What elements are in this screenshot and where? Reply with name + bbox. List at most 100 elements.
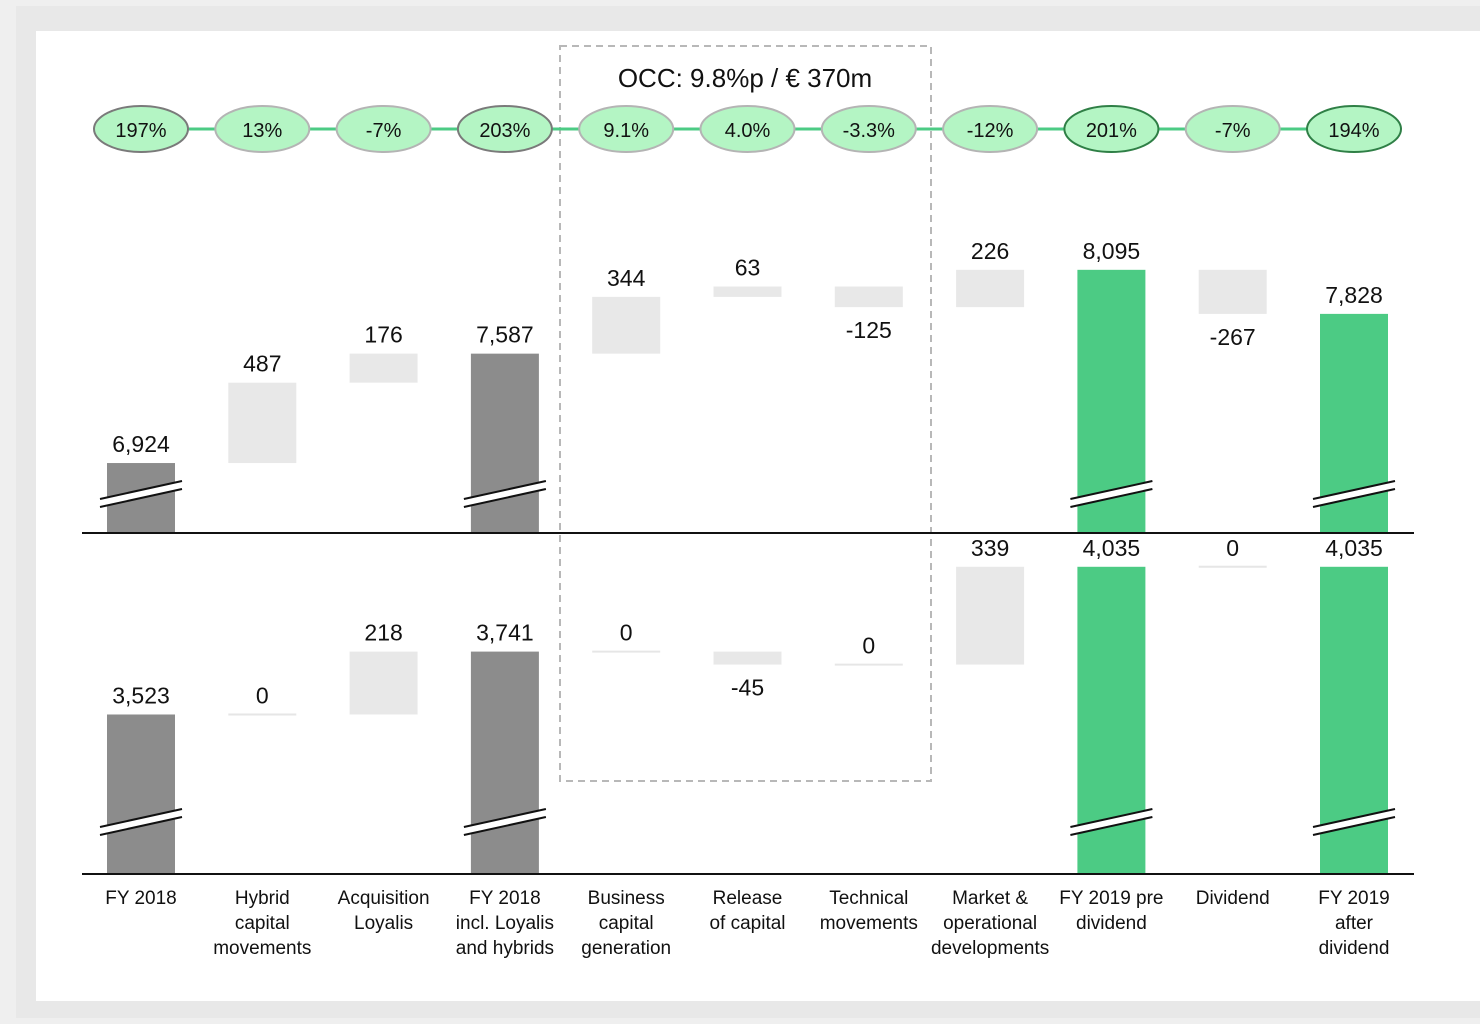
bottom-bar: [107, 714, 175, 874]
top-bar: [470, 353, 539, 533]
top-bar: [956, 269, 1025, 308]
ratio-label: -12%: [967, 120, 1014, 142]
bottom-value-label: 0: [862, 633, 875, 659]
top-value-label: 226: [971, 238, 1009, 264]
ratio-label: -3.3%: [843, 120, 895, 142]
axis-break-line: [99, 816, 183, 836]
category-label: capital: [235, 913, 290, 934]
top-value-label: 7,828: [1325, 282, 1383, 308]
bottom-value-label: 0: [256, 682, 269, 708]
category-label: generation: [581, 938, 671, 959]
bottom-bar: [349, 651, 418, 715]
occ-label: OCC: 9.8%p / € 370m: [618, 63, 872, 93]
category-label: movements: [820, 913, 918, 934]
bottom-value-label: 0: [1226, 535, 1239, 561]
ratio-oval: [1184, 105, 1281, 153]
top-bar: [228, 382, 297, 464]
ratio-label: 9.1%: [603, 120, 649, 142]
bottom-bar: [470, 651, 539, 874]
category-label: FY 2018: [469, 888, 540, 909]
category-label: FY 2019: [1318, 888, 1389, 909]
ratio-label: 201%: [1086, 120, 1137, 142]
ratio-oval: [214, 105, 311, 153]
bottom-value-label: 0: [620, 620, 633, 646]
top-bar: [834, 286, 903, 308]
axis-break-gap: [1313, 481, 1395, 507]
category-label: Acquisition: [338, 888, 430, 909]
bottom-value-label: 4,035: [1325, 535, 1383, 561]
bottom-value-label: 218: [364, 620, 402, 646]
category-label: Business: [588, 888, 665, 909]
top-value-label: 176: [364, 322, 402, 348]
top-value-label: 63: [735, 254, 761, 280]
ratio-oval: [578, 105, 675, 153]
axis-break-line: [463, 808, 547, 828]
ratio-oval: [335, 105, 432, 153]
axis-break-line: [1312, 816, 1396, 836]
category-label: operational: [943, 913, 1037, 934]
ratio-oval: [456, 105, 553, 153]
ratio-oval: [93, 105, 189, 153]
ratio-oval: [1306, 105, 1402, 153]
category-label: dividend: [1319, 938, 1390, 959]
ratio-label: 13%: [242, 120, 282, 142]
ratio-label: 4.0%: [725, 120, 771, 142]
top-value-label: 344: [607, 265, 646, 291]
category-label: after: [1335, 913, 1374, 934]
top-bar: [1198, 269, 1267, 314]
category-label: FY 2019 pre: [1059, 888, 1163, 909]
axis-break-line: [1070, 816, 1153, 836]
category-label: Technical: [829, 888, 908, 909]
top-bar: [713, 286, 782, 297]
category-label: FY 2018: [105, 888, 176, 909]
axis-break-gap: [1313, 809, 1395, 835]
axis-break-gap: [463, 809, 546, 835]
top-value-label: -125: [846, 317, 892, 343]
chart-panel: [36, 31, 1480, 1001]
category-label: capital: [599, 913, 654, 934]
bottom-value-label: -45: [731, 675, 764, 701]
axis-break-gap: [1070, 809, 1153, 835]
category-label: movements: [213, 938, 311, 959]
occ-box: [559, 45, 932, 782]
category-label: Dividend: [1196, 888, 1270, 909]
axis-break-line: [463, 816, 547, 836]
axis-break-line: [99, 808, 183, 828]
axis-break-gap: [100, 809, 182, 835]
axis-break-line: [463, 480, 547, 500]
axis-break-line: [1070, 808, 1153, 828]
bottom-value-label: 3,741: [476, 620, 534, 646]
top-value-label: -267: [1210, 324, 1256, 350]
top-bar: [592, 296, 661, 354]
axis-break-line: [99, 488, 183, 508]
top-value-label: 7,587: [476, 322, 534, 348]
bottom-bar: [713, 651, 782, 665]
ratio-oval: [699, 105, 796, 153]
axis-break-gap: [100, 481, 182, 507]
category-label: and hybrids: [456, 938, 554, 959]
top-value-label: 6,924: [112, 431, 170, 457]
axis-break-line: [1312, 808, 1396, 828]
ratio-label: -7%: [366, 120, 402, 142]
axis-break-line: [1070, 480, 1153, 500]
top-value-label: 8,095: [1083, 238, 1141, 264]
ratio-label: 197%: [115, 120, 166, 142]
category-label: Release: [713, 888, 783, 909]
axis-break-line: [1312, 488, 1396, 508]
axis-break-line: [1070, 488, 1153, 508]
ratio-oval: [1063, 105, 1160, 153]
ratio-oval: [820, 105, 917, 153]
bottom-value-label: 3,523: [112, 682, 170, 708]
bottom-value-label: 339: [971, 535, 1009, 561]
top-bar: [349, 353, 418, 383]
axis-break-line: [99, 480, 183, 500]
ratio-label: 203%: [479, 120, 530, 142]
ratio-label: 194%: [1328, 120, 1379, 142]
category-label: Loyalis: [354, 913, 413, 934]
axis-break-gap: [463, 481, 546, 507]
axis-break-line: [463, 488, 547, 508]
ratio-label: -7%: [1215, 120, 1251, 142]
category-label: of capital: [709, 913, 785, 934]
axis-break-line: [1312, 480, 1396, 500]
